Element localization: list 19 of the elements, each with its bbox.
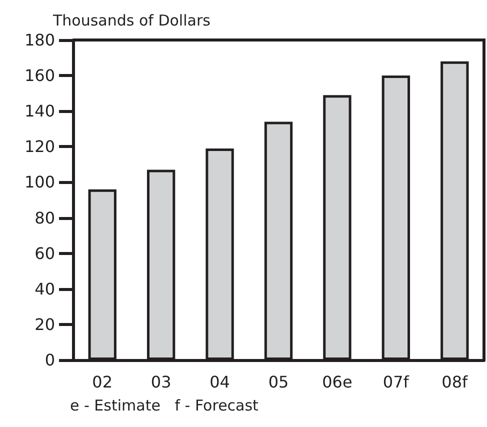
text: e - Estimate f - Forecast: [70, 396, 259, 414]
x-tick-label: 06e: [322, 372, 352, 392]
y-tick-label: 60: [34, 244, 55, 263]
x-tick-label: 05: [268, 372, 289, 392]
x-tick-label: 03: [150, 372, 172, 392]
y-tick-label: 180: [24, 30, 55, 50]
y-tick-label: 0: [44, 350, 55, 370]
y-tick-label: 100: [24, 172, 55, 192]
y-tick-label: 40: [34, 279, 55, 298]
y-tick-label: 120: [24, 137, 55, 156]
y-tick-label: 140: [24, 102, 55, 121]
x-tick-label: 08f: [442, 372, 468, 392]
y-axis-title: Thousands of Dollars: [52, 12, 211, 30]
y-tick-label: 20: [34, 314, 55, 334]
y-tick-label: 80: [34, 208, 55, 228]
x-tick-label: 07f: [382, 372, 410, 392]
x-tick-label: 02: [92, 372, 113, 392]
y-tick-label: 160: [24, 66, 55, 86]
x-tick-label: 04: [210, 372, 230, 392]
